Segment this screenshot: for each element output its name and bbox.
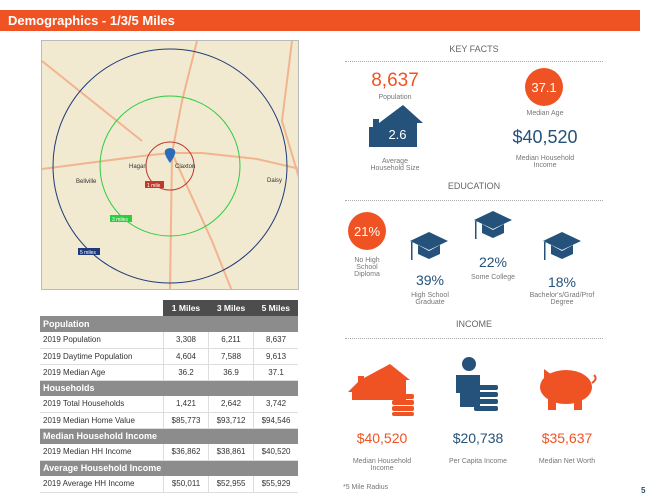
table-row: 2019 Median Home Value $85,773 $93,712 $94,…: [40, 412, 298, 429]
footnote: *5 Mile Radius: [343, 484, 389, 491]
income-median-hh-label: Median Household Income: [352, 458, 412, 472]
cell-value: 37.1: [253, 364, 298, 381]
section-row: Median Household Income: [40, 428, 298, 444]
col-header: 3 Miles: [208, 300, 254, 316]
table-row: 2019 Population 3,308 6,211 8,637: [40, 332, 298, 349]
row-label: 2019 Median Home Value: [40, 412, 164, 429]
col-header: 1 Miles: [163, 300, 209, 316]
cell-value: $55,929: [253, 476, 298, 493]
per-capita-value: $20,738: [452, 430, 504, 446]
cell-value: $85,773: [162, 412, 209, 429]
section-row: Households: [40, 380, 298, 396]
place-label: Hagan: [129, 164, 147, 170]
hs-value: 39%: [415, 272, 445, 288]
divider: [345, 200, 603, 201]
page-number: 5: [641, 486, 646, 495]
median-age-value: 37.1: [525, 68, 563, 106]
cell-value: $52,955: [207, 476, 254, 493]
person-coins-icon: [456, 357, 498, 411]
cell-value: 7,588: [207, 348, 254, 365]
graduation-cap-icon: [474, 211, 512, 239]
cell-value: 36.2: [162, 364, 209, 381]
place-label: Bellville: [76, 179, 97, 185]
ring-label-5: 5 miles: [80, 250, 96, 256]
some-college-label: Some College: [471, 274, 515, 281]
education-title: EDUCATION: [447, 181, 501, 191]
median-income-label: Median Household Income: [515, 155, 575, 169]
radius-map[interactable]: Hagan Claxton Bellville Daisy 1 mile 3 m…: [41, 40, 299, 290]
section-title: Households: [40, 380, 298, 396]
row-label: 2019 Daytime Population: [40, 348, 164, 365]
key-facts-title: KEY FACTS: [449, 44, 499, 54]
row-label: 2019 Population: [40, 332, 164, 349]
piggy-bank-icon: [540, 369, 597, 410]
table-row: 2019 Daytime Population 4,604 7,588 9,613: [40, 348, 298, 365]
section-title: Average Household Income: [40, 460, 298, 476]
graduation-cap-icon: [543, 232, 581, 260]
median-age-label: Median Age: [526, 110, 564, 117]
row-label: 2019 Median Age: [40, 364, 164, 381]
section-row: Population: [40, 316, 298, 332]
population-label: Population: [378, 94, 412, 101]
table-row: 2019 Median Age 36.2 36.9 37.1: [40, 364, 298, 381]
income-title: INCOME: [456, 319, 492, 329]
cell-value: 6,211: [207, 332, 254, 349]
cell-value: 1,421: [162, 396, 209, 413]
section-row: Average Household Income: [40, 460, 298, 476]
row-label: 2019 Average HH Income: [40, 476, 164, 493]
cell-value: $50,011: [162, 476, 209, 493]
bachelors-label: Bachelor's/Grad/Prof Degree: [529, 292, 595, 306]
bachelors-value: 18%: [547, 274, 577, 290]
no-hs-label: No High School Diploma: [354, 257, 380, 278]
cell-value: 9,613: [253, 348, 298, 365]
house-coins-icon: [348, 364, 414, 416]
demographics-table: 1 Miles 3 Miles 5 Miles Population 2019 P…: [40, 300, 298, 493]
table-row: 2019 Median HH Income $36,862 $38,861 $40,5…: [40, 444, 298, 461]
net-worth-label: Median Net Worth: [538, 458, 596, 465]
row-label: 2019 Total Households: [40, 396, 164, 413]
divider: [345, 61, 603, 62]
some-college-value: 22%: [478, 254, 508, 270]
cell-value: $38,861: [207, 444, 254, 461]
col-header: 5 Miles: [253, 300, 298, 316]
section-title: Population: [40, 316, 298, 332]
house-icon: [365, 105, 423, 147]
hh-size-value: 2.6: [388, 127, 407, 142]
cell-value: 3,742: [253, 396, 298, 413]
hs-label: High School Graduate: [411, 292, 449, 306]
ring-label-3: 3 miles: [112, 217, 128, 223]
no-hs-value: 21%: [348, 212, 386, 250]
cell-value: $36,862: [162, 444, 209, 461]
median-income-value: $40,520: [512, 127, 578, 147]
place-label: Claxton: [175, 164, 195, 170]
cell-value: $94,546: [253, 412, 298, 429]
graduation-cap-icon: [410, 232, 448, 260]
cell-value: 4,604: [162, 348, 209, 365]
row-label: 2019 Median HH Income: [40, 444, 164, 461]
income-median-hh-value: $40,520: [356, 430, 408, 446]
section-title: Median Household Income: [40, 428, 298, 444]
cell-value: $93,712: [207, 412, 254, 429]
cell-value: 2,642: [207, 396, 254, 413]
table-row: 2019 Total Households 1,421 2,642 3,742: [40, 396, 298, 413]
table-row: 2019 Average HH Income $50,011 $52,955 $55,…: [40, 476, 298, 493]
location-pin-icon: [164, 148, 176, 163]
cell-value: 8,637: [253, 332, 298, 349]
cell-value: 36.9: [207, 364, 254, 381]
place-label: Daisy: [267, 178, 282, 184]
ring-label-1: 1 mile: [147, 183, 161, 189]
hh-size-label: Average Household Size: [370, 158, 420, 172]
divider: [345, 338, 603, 339]
map-graphic: Hagan Claxton Bellville Daisy 1 mile 3 m…: [42, 41, 298, 289]
cell-value: $40,520: [253, 444, 298, 461]
net-worth-value: $35,637: [541, 430, 593, 446]
page-header: Demographics - 1/3/5 Miles: [0, 10, 640, 31]
cell-value: 3,308: [162, 332, 209, 349]
per-capita-label: Per Capita Income: [449, 458, 507, 465]
population-value: 8,637: [371, 70, 419, 91]
